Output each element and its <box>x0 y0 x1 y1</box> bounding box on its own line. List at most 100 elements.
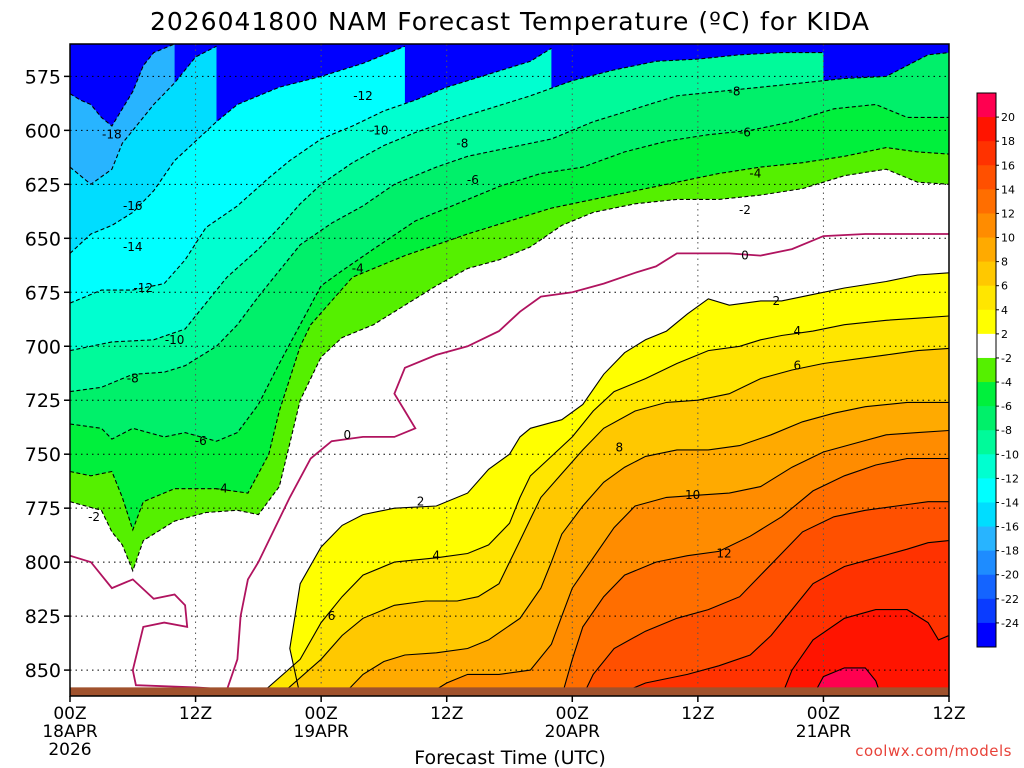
colorbar-label: -2 <box>1001 352 1012 365</box>
isotherm-10 <box>70 429 949 696</box>
colorbar-swatch <box>977 261 996 287</box>
x-tick-label: 00Z <box>305 704 338 724</box>
y-tick-label-625: 625 <box>25 174 61 196</box>
contour-label: 6 <box>793 359 801 373</box>
colorbar-label: 4 <box>1001 304 1008 317</box>
x-tick-date: 20APR <box>545 722 601 742</box>
isotherm-0 <box>70 233 949 691</box>
colorbar-swatch <box>977 357 996 383</box>
isotherm--2 <box>70 168 949 573</box>
colorbar-label: 20 <box>1001 111 1015 124</box>
x-tick-label: 00Z <box>53 704 86 724</box>
contour-label: -10 <box>165 333 185 347</box>
x-tick-label: 12Z <box>179 704 212 724</box>
contour-labels: -18 -16 -14 -12 -10 -8 -6 -4 -2 -12 -10 -8 -6 -4 -8 -6 -… <box>88 84 801 623</box>
colorbar-swatch <box>977 502 996 528</box>
colorbar-swatch <box>977 189 996 214</box>
colorbar-label: 6 <box>1001 280 1008 293</box>
contour-label: -4 <box>352 262 364 276</box>
plot-area: -18 -16 -14 -12 -10 -8 -6 -4 -2 -12 -10 -8 -6 -4 -8 -6 -… <box>70 44 949 696</box>
isotherm-4 <box>70 315 949 696</box>
colorbar-label: -16 <box>1001 521 1019 534</box>
isotherm-2 <box>70 272 949 696</box>
isotherm--18 <box>70 44 175 127</box>
contour-label: -14 <box>123 240 143 254</box>
contour-label: -8 <box>728 84 740 98</box>
contour-label: 2 <box>773 294 781 308</box>
colorbar-swatch <box>977 237 996 263</box>
isotherm-12 <box>70 457 949 696</box>
x-tick-label: 12Z <box>681 704 714 724</box>
colorbar-label: -4 <box>1001 376 1012 389</box>
colorbar-swatch <box>977 382 996 407</box>
contour-label: -6 <box>739 126 751 140</box>
colorbar-swatch <box>977 141 996 166</box>
colorbar-swatch <box>977 213 996 239</box>
contour-label: -10 <box>369 123 389 137</box>
x-tick-label: 00Z <box>556 704 589 724</box>
y-axis: 575 600 625 650 675 700 725 750 775 800 825 850 <box>25 66 70 682</box>
contour-label: -8 <box>456 136 468 150</box>
terrain-surface <box>70 687 949 696</box>
isotherm--10 <box>70 52 824 352</box>
colorbar-swatch <box>977 117 996 142</box>
color-bar: 20 18 16 14 12 10 8 6 4 2 -2 -4 -6 -8 -10 -12 -14 -16 -18 -… <box>976 92 1019 648</box>
colorbar-swatch <box>977 430 996 455</box>
y-tick-label-850: 850 <box>25 660 61 682</box>
colorbar-swatch <box>977 598 996 624</box>
colorbar-label: 12 <box>1001 207 1015 220</box>
y-tick-label-575: 575 <box>25 66 61 88</box>
grid-lines <box>70 44 949 696</box>
contour-label: 8 <box>616 441 624 455</box>
contour-label: -2 <box>88 510 100 524</box>
contour-label: -12 <box>133 281 153 295</box>
colorbar-label: 14 <box>1001 183 1015 196</box>
credit-text[interactable]: coolwx.com/models <box>855 742 1012 760</box>
contour-label: 12 <box>716 547 731 561</box>
contour-label: 4 <box>793 324 801 338</box>
x-tick-label: 12Z <box>932 704 965 724</box>
contour-label: 4 <box>432 549 440 563</box>
colorbar-label: -14 <box>1001 496 1019 509</box>
colorbar-label: -22 <box>1001 593 1019 606</box>
colorbar-swatch <box>977 478 996 503</box>
isotherm-lines <box>70 44 949 696</box>
colorbar-label: 18 <box>1001 135 1015 148</box>
colorbar-label: -6 <box>1001 400 1012 413</box>
colorbar-swatch <box>977 285 996 311</box>
isotherm-8 <box>70 401 949 696</box>
colorbar-label: -12 <box>1001 472 1019 485</box>
colorbar-swatch <box>977 309 996 335</box>
contour-label: -18 <box>102 128 122 142</box>
colorbar-swatch <box>977 622 996 648</box>
contour-label: -12 <box>353 89 373 103</box>
y-tick-label-800: 800 <box>25 552 61 574</box>
colorbar-swatch <box>977 454 996 479</box>
isotherm--4 <box>70 147 949 532</box>
contour-label: -4 <box>749 167 761 181</box>
colorbar-swatch <box>977 574 996 600</box>
contour-label: 10 <box>685 488 700 502</box>
x-tick-date: 21APR <box>796 722 852 742</box>
contour-label: 6 <box>328 609 336 623</box>
colorbar-label: -20 <box>1001 569 1019 582</box>
y-tick-label-600: 600 <box>25 120 61 142</box>
plot-frame <box>69 43 950 697</box>
colorbar-swatch <box>977 526 996 552</box>
x-tick-date: 18APR <box>42 722 98 742</box>
isotherm--8 <box>70 52 949 393</box>
colorbar-label: -24 <box>1001 617 1019 630</box>
isotherm--14 <box>70 45 406 254</box>
contour-label: -6 <box>195 434 207 448</box>
colorbar-frame <box>976 92 997 648</box>
y-tick-label-700: 700 <box>25 336 61 358</box>
isotherm--16 <box>70 45 217 185</box>
contour-label: -2 <box>739 203 751 217</box>
x-tick-year: 2026 <box>48 740 91 760</box>
x-tick-date: 19APR <box>293 722 349 742</box>
colorbar-label: -10 <box>1001 448 1019 461</box>
contour-label: 2 <box>417 495 425 509</box>
isotherm-16 <box>70 540 949 696</box>
contour-label: 0 <box>741 249 749 263</box>
colorbar-swatch <box>977 406 996 431</box>
